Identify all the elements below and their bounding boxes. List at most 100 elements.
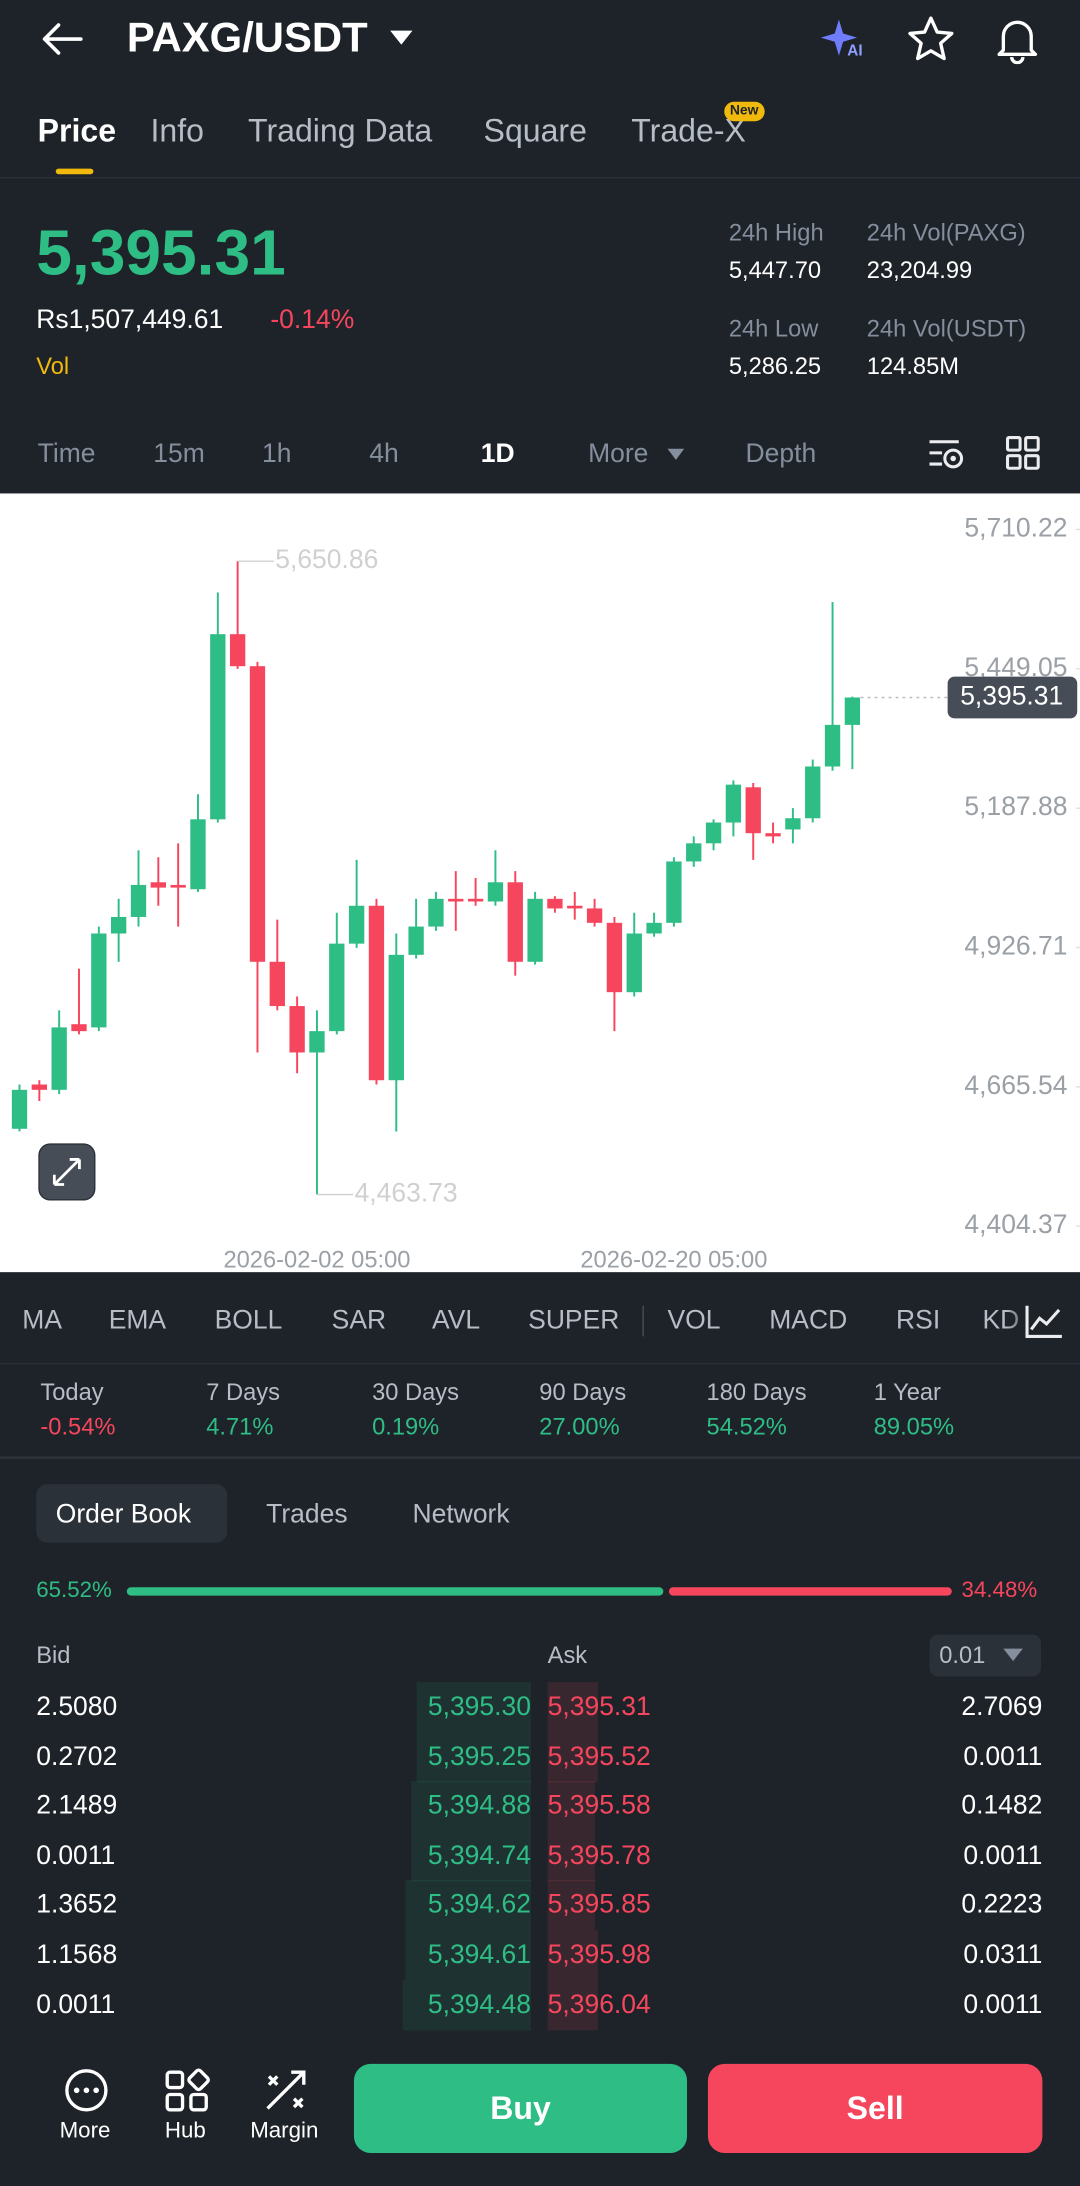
depth-shade [411,1781,531,1832]
candle-body [329,943,345,1032]
stat-label: 24h Low [728,315,819,343]
bottom-item[interactable]: More [59,2119,111,2144]
candle-body [527,898,543,962]
high-label: 5,650.86 [275,544,378,574]
candle-body [11,1089,28,1129]
layout-icon[interactable] [1005,435,1044,474]
candle-body [547,898,563,909]
more-icon[interactable] [56,2062,117,2118]
divider [0,1362,1080,1365]
chart-settings-icon[interactable] [925,435,967,474]
tab[interactable]: Price [37,112,117,149]
indicator[interactable]: MA [22,1306,63,1336]
y-tick-label: 4,404.37 [964,1209,1067,1239]
interval[interactable]: Depth [745,439,817,469]
candle-body [91,933,107,1028]
sell-button[interactable] [707,2063,1043,2154]
precision-box[interactable] [929,1634,1041,1677]
buy-label[interactable]: Buy [490,2089,551,2126]
indicator[interactable]: BOLL [214,1306,283,1336]
ratio-bar [126,1587,664,1596]
y-tick-label: 4,665.54 [964,1070,1067,1100]
candle-body [348,905,365,944]
bid-price: 5,394.48 [427,1990,531,2020]
local-price: Rs1,507,449.61 [36,305,224,336]
ask-price: 5,395.85 [547,1890,651,1921]
ask-qty: 2.7069 [961,1692,1043,1722]
stat-value: 5,286.25 [728,353,822,380]
candle-body [626,933,642,993]
candle-body [686,843,702,862]
pair-title[interactable]: PAXG/USDT [126,15,368,62]
candle-body [31,1084,48,1090]
depth-shade [411,1830,531,1882]
interval[interactable]: More [588,439,649,469]
indicator[interactable]: MACD [769,1306,848,1336]
ask-qty: 0.0311 [963,1940,1043,1970]
ratio-bar [669,1587,952,1596]
interval[interactable]: 1h [261,439,292,469]
expand-button[interactable] [38,1143,97,1202]
candle-body [507,882,523,962]
tab[interactable]: Trading Data [248,112,433,149]
book-tab[interactable]: Trades [266,1500,348,1530]
margin-icon[interactable] [255,2062,316,2118]
price-change: -0.14% [270,305,355,336]
pair-caret[interactable] [387,28,415,48]
period-change: 27.00% [539,1413,620,1441]
candle-body [309,1031,325,1053]
precision[interactable]: 0.01 [939,1642,986,1669]
tab[interactable]: Info [150,112,204,149]
ai-icon[interactable]: AI [819,14,869,64]
hub-icon[interactable] [156,2062,217,2118]
interval[interactable]: 1D [480,439,515,469]
book-tab[interactable]: Network [412,1500,510,1530]
interval[interactable]: 15m [153,439,205,469]
period-label: 1 Year [873,1378,941,1406]
indicator[interactable]: EMA [108,1306,167,1336]
period-label: 180 Days [706,1378,807,1406]
stat-label: 24h Vol(PAXG) [866,219,1026,246]
bottom-item[interactable]: Hub [164,2119,206,2144]
vol-label: Vol [36,353,70,380]
bid-price: 5,394.62 [427,1890,531,1921]
depth-shade [547,1781,596,1832]
bell-icon[interactable] [992,14,1042,65]
candle-body [51,1027,67,1090]
stat-value: 124.85M [866,353,960,380]
star-icon[interactable] [906,14,956,64]
indicator[interactable]: SUPER [528,1306,620,1336]
period-label: 30 Days [372,1378,459,1406]
depth-shade [547,1830,596,1882]
candle-body [289,1006,305,1053]
tab-underline [55,168,94,175]
back-icon[interactable] [39,20,84,59]
candle-body [428,898,444,927]
interval[interactable]: Time [37,439,96,469]
candle-body [586,908,603,923]
indicator[interactable]: AVL [431,1306,481,1336]
indicator-chart-icon[interactable] [1023,1302,1065,1341]
candle-body [448,898,464,902]
indicator[interactable]: SAR [331,1306,387,1336]
depth-shade [547,1979,598,2030]
last-price-tag [947,676,1078,719]
buy-button[interactable] [353,2063,688,2154]
indicator[interactable]: RSI [896,1306,941,1336]
tab[interactable]: Square [483,112,587,149]
period-change: 0.19% [372,1413,440,1441]
interval[interactable]: 4h [369,439,399,469]
stat-label: 24h Vol(USDT) [866,315,1027,343]
ask-qty: 0.0011 [963,1990,1043,2020]
depth-shade [402,1979,531,2030]
book-tab[interactable]: Order Book [55,1500,192,1530]
precision-caret [1003,1648,1023,1662]
indicator[interactable]: VOL [667,1306,721,1336]
ask-header: Ask [547,1642,588,1669]
sell-label[interactable]: Sell [846,2089,904,2126]
depth-shade [547,1930,598,1981]
tab[interactable]: Trade-X [631,112,746,149]
bottom-item[interactable]: Margin [250,2119,319,2144]
ask-price: 5,395.98 [547,1940,651,1970]
bid-qty: 1.1568 [36,1940,118,1970]
